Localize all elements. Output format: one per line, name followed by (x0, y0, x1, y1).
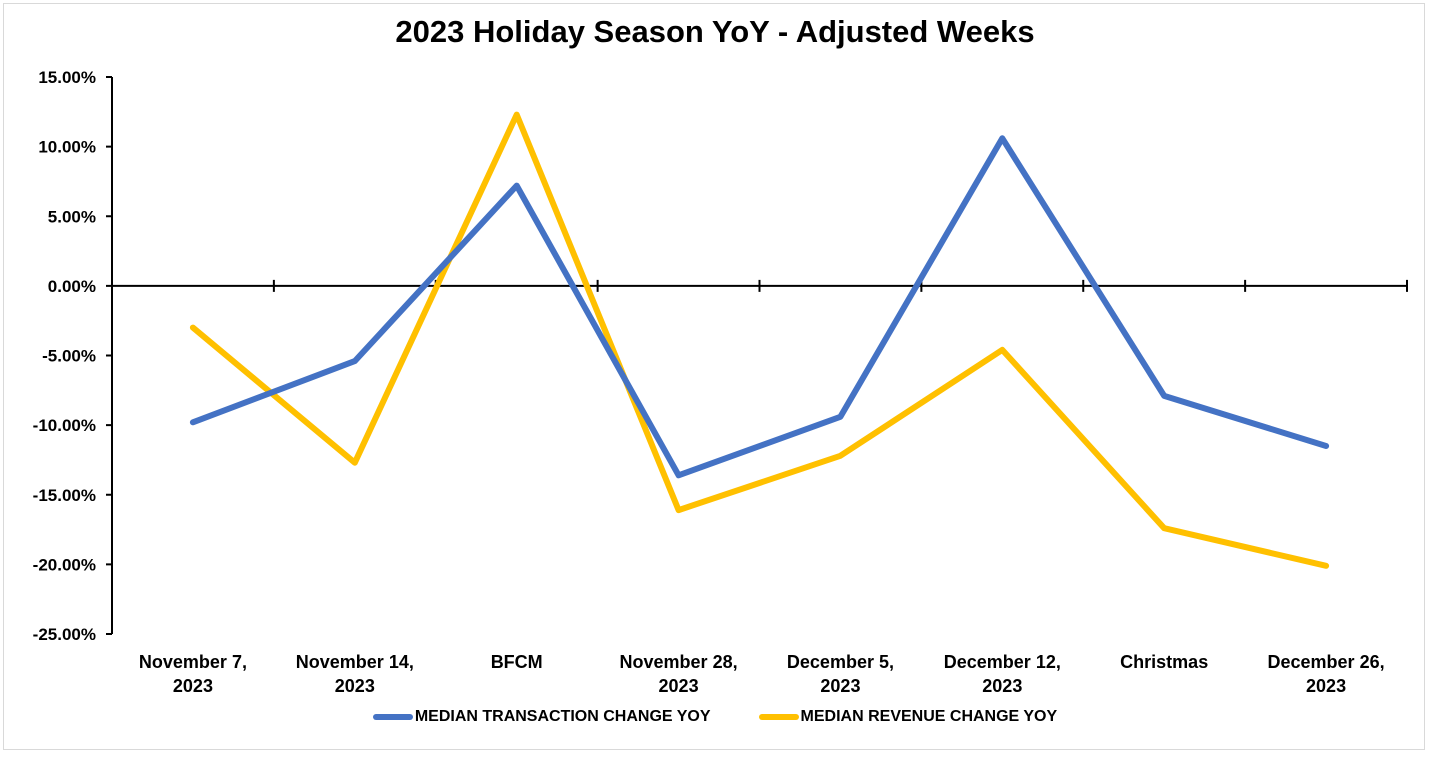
x-category-label: BFCM (491, 652, 543, 672)
series-line-transaction (189, 135, 1330, 479)
axes-layer: 15.00% 10.00% 5.00% 0.00% -5.00% -10.00% -15.0… (33, 68, 1408, 696)
chart-frame (3, 3, 1425, 750)
x-category-label: November 14, 2023 (296, 652, 414, 696)
x-category-label: November 28, 2023 (620, 652, 738, 696)
x-category-label: December 12, 2023 (944, 652, 1061, 696)
legend-item-transaction: MEDIAN TRANSACTION CHANGE YOY (372, 708, 711, 726)
x-category-label: November 7, 2023 (139, 652, 247, 696)
y-tick-label: -25.00% (33, 625, 96, 644)
chart-legend: MEDIAN TRANSACTION CHANGE YOY MEDIAN REV… (0, 708, 1430, 726)
legend-label-transaction: MEDIAN TRANSACTION CHANGE YOY (414, 708, 711, 725)
y-tick-label: 0.00% (48, 277, 96, 296)
y-tick-label: 15.00% (38, 68, 96, 87)
legend-swatch-revenue (758, 714, 799, 720)
y-tick-label: -15.00% (33, 486, 96, 505)
legend-item-revenue: MEDIAN REVENUE CHANGE YOY (758, 708, 1058, 726)
y-tick-label: -20.00% (33, 555, 96, 574)
chart-title: 2023 Holiday Season YoY - Adjusted Weeks (395, 14, 1035, 49)
series-line-revenue (189, 111, 1330, 569)
x-category-label: Christmas (1120, 652, 1208, 672)
y-tick-label: -10.00% (33, 416, 96, 435)
series-layer (189, 111, 1330, 569)
x-category-label: December 26, 2023 (1268, 652, 1385, 696)
y-tick-label: -5.00% (42, 347, 96, 366)
legend-label-revenue: MEDIAN REVENUE CHANGE YOY (800, 708, 1058, 725)
y-tick-label: 5.00% (48, 207, 96, 226)
x-category-label: December 5, 2023 (787, 652, 894, 696)
legend-swatch-transaction (372, 714, 413, 720)
y-tick-label: 10.00% (38, 138, 96, 157)
